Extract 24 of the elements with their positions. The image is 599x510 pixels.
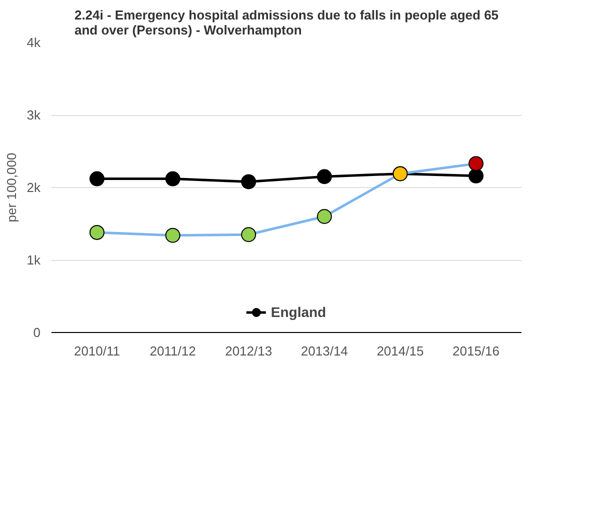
- x-tick-label: 2012/13: [225, 344, 272, 358]
- y-axis-title: per 100,000: [4, 152, 19, 222]
- point: [89, 171, 104, 186]
- legend-label: England: [270, 304, 326, 320]
- point: [241, 174, 256, 190]
- y-tick-label: 1k: [26, 252, 41, 268]
- point: [241, 227, 256, 242]
- point: [89, 224, 104, 240]
- point: [165, 171, 180, 186]
- y-tick-label: 2k: [26, 180, 41, 195]
- x-tick-label: 2011/12: [150, 344, 196, 358]
- x-tick-label: 2014/15: [376, 344, 424, 358]
- y-tick-label: 4k: [26, 35, 41, 50]
- x-tick-label: 2013/14: [300, 344, 348, 358]
- point: [316, 169, 332, 184]
- chart-title: 2.24i - Emergency hospital admissions due to falls in people aged 65 and over (Persons) - Wolverhampton: [74, 8, 499, 38]
- point: [468, 168, 484, 184]
- y-tick-label: 0: [33, 325, 41, 340]
- x-tick-label: 2015/16: [452, 344, 500, 358]
- point: [165, 228, 180, 243]
- y-tick-label: 3k: [26, 108, 41, 122]
- point: [316, 209, 332, 224]
- point: [468, 156, 484, 172]
- x-tick-label: 2010/11: [74, 344, 120, 358]
